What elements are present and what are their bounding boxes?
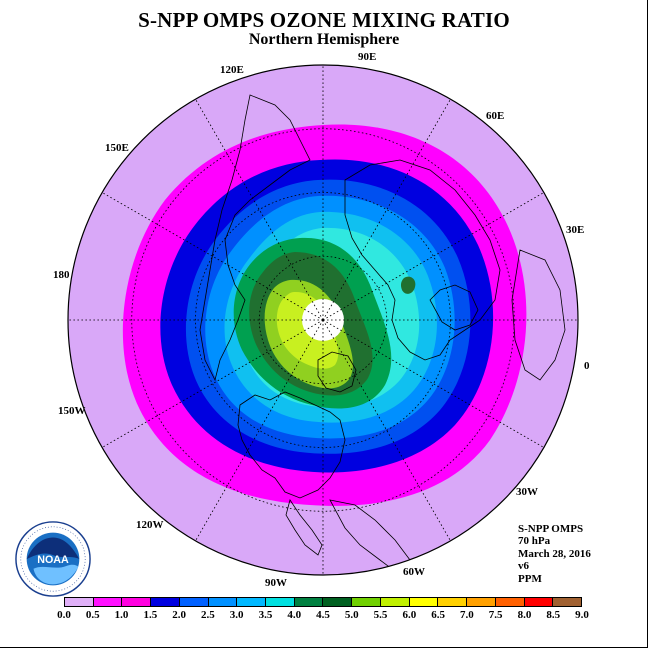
- colorbar-tick-label: 5.5: [373, 609, 388, 621]
- colorbar-tick-label: 7.0: [460, 609, 474, 621]
- colorbar-segment: [179, 598, 209, 606]
- lon-label-120e: 120E: [220, 64, 244, 76]
- colorbar-segment: [524, 598, 554, 606]
- colorbar-segment: [266, 598, 295, 606]
- map-subtitle: Northern Hemisphere: [248, 31, 400, 48]
- info-version: v6: [518, 560, 529, 573]
- noaa-logo-text: NOAA: [37, 554, 69, 566]
- colorbar-tick-label: 7.5: [488, 609, 503, 621]
- coastline-north-america: [237, 391, 346, 499]
- coastline-greenland: [317, 351, 357, 393]
- lon-label-180: 180: [53, 269, 70, 281]
- latitude-circle: [258, 255, 388, 385]
- coastline-africa: [511, 249, 566, 381]
- colorbar-segment: [409, 598, 439, 606]
- info-date: March 28, 2016: [518, 547, 591, 560]
- coastline-eurasia: [344, 159, 501, 361]
- lon-label-30e: 30E: [566, 224, 585, 236]
- colorbar-tick-label: 0.5: [85, 609, 100, 621]
- lon-label-150w: 150W: [58, 405, 86, 417]
- colorbar-segment: [380, 598, 410, 606]
- colorbar-tick-label: 1.5: [143, 609, 158, 621]
- coastline-south-america: [329, 499, 421, 575]
- colorbar-tick-label: 2.5: [201, 609, 215, 621]
- meridian-line: [322, 319, 545, 448]
- colorbar-segment: [122, 598, 152, 606]
- meridian-line: [195, 98, 324, 321]
- lon-label-60w: 60W: [403, 566, 425, 578]
- colorbar-tick-label: 5.0: [344, 609, 359, 621]
- colorbar-segment: [294, 598, 324, 606]
- lon-label-60e: 60E: [486, 110, 505, 122]
- colorbar-tick-label: 1.0: [114, 609, 129, 621]
- graticule: [68, 65, 578, 575]
- land-green-spot: [400, 276, 416, 294]
- info-units: PPM: [518, 572, 542, 585]
- colorbar-segment: [352, 598, 381, 606]
- colorbar-segment: [323, 598, 353, 606]
- colorbar-segment: [467, 598, 496, 606]
- lon-label-30w: 30W: [516, 486, 538, 498]
- coastline-europe: [429, 284, 479, 331]
- meridian-line: [322, 98, 451, 321]
- colorbar-tick-label: 6.5: [431, 609, 445, 621]
- colorbar-tick-label: 8.5: [546, 609, 561, 621]
- colorbar-segment: [65, 598, 94, 606]
- colorbar-tick-label: 0.0: [57, 609, 71, 621]
- colorbar-segment: [151, 598, 180, 606]
- colorbar-segment: [237, 598, 267, 606]
- colorbar-tick-label: 9.0: [575, 609, 589, 621]
- meridian-line: [101, 192, 324, 321]
- colorbar-segment: [438, 598, 468, 606]
- meridian-line: [195, 319, 324, 542]
- colorbar-tick-label: 4.5: [316, 609, 330, 621]
- coastline-central-america: [285, 499, 323, 556]
- colorbar-segment: [208, 598, 238, 606]
- colorbar-segment: [495, 598, 525, 606]
- info-block: S-NPP OMPS 70 hPa March 28, 2016 v6 PPM: [518, 523, 591, 585]
- colorbar-tick-label: 6.0: [402, 609, 417, 621]
- noaa-logo-icon: NOAA: [15, 521, 91, 597]
- colorbar: [64, 597, 582, 607]
- info-level: 70 hPa: [518, 535, 551, 548]
- latitude-circle: [195, 192, 451, 448]
- latitude-circle: [131, 128, 515, 512]
- lon-label-120w: 120W: [136, 519, 164, 531]
- lon-label-0: 0: [584, 360, 590, 372]
- colorbar-tick-label: 4.0: [287, 609, 302, 621]
- colorbar-tick-label: 8.0: [517, 609, 532, 621]
- lon-label-150e: 150E: [105, 142, 129, 154]
- colorbar-tick-label: 2.0: [172, 609, 186, 621]
- map-boundary: [67, 64, 579, 576]
- meridian-line: [322, 192, 545, 321]
- lon-label-90e: 90E: [358, 51, 377, 63]
- colorbar-tick-label: 3.5: [258, 609, 273, 621]
- meridian-line: [322, 319, 451, 542]
- colorbar-segment: [93, 598, 123, 606]
- meridian-line: [101, 319, 324, 448]
- map-title: S-NPP OMPS OZONE MIXING RATIO: [138, 8, 510, 32]
- info-instrument: S-NPP OMPS: [518, 523, 584, 535]
- colorbar-segment: [553, 598, 581, 606]
- lon-label-90w: 90W: [265, 577, 287, 589]
- colorbar-tick-label: 3.0: [229, 609, 244, 621]
